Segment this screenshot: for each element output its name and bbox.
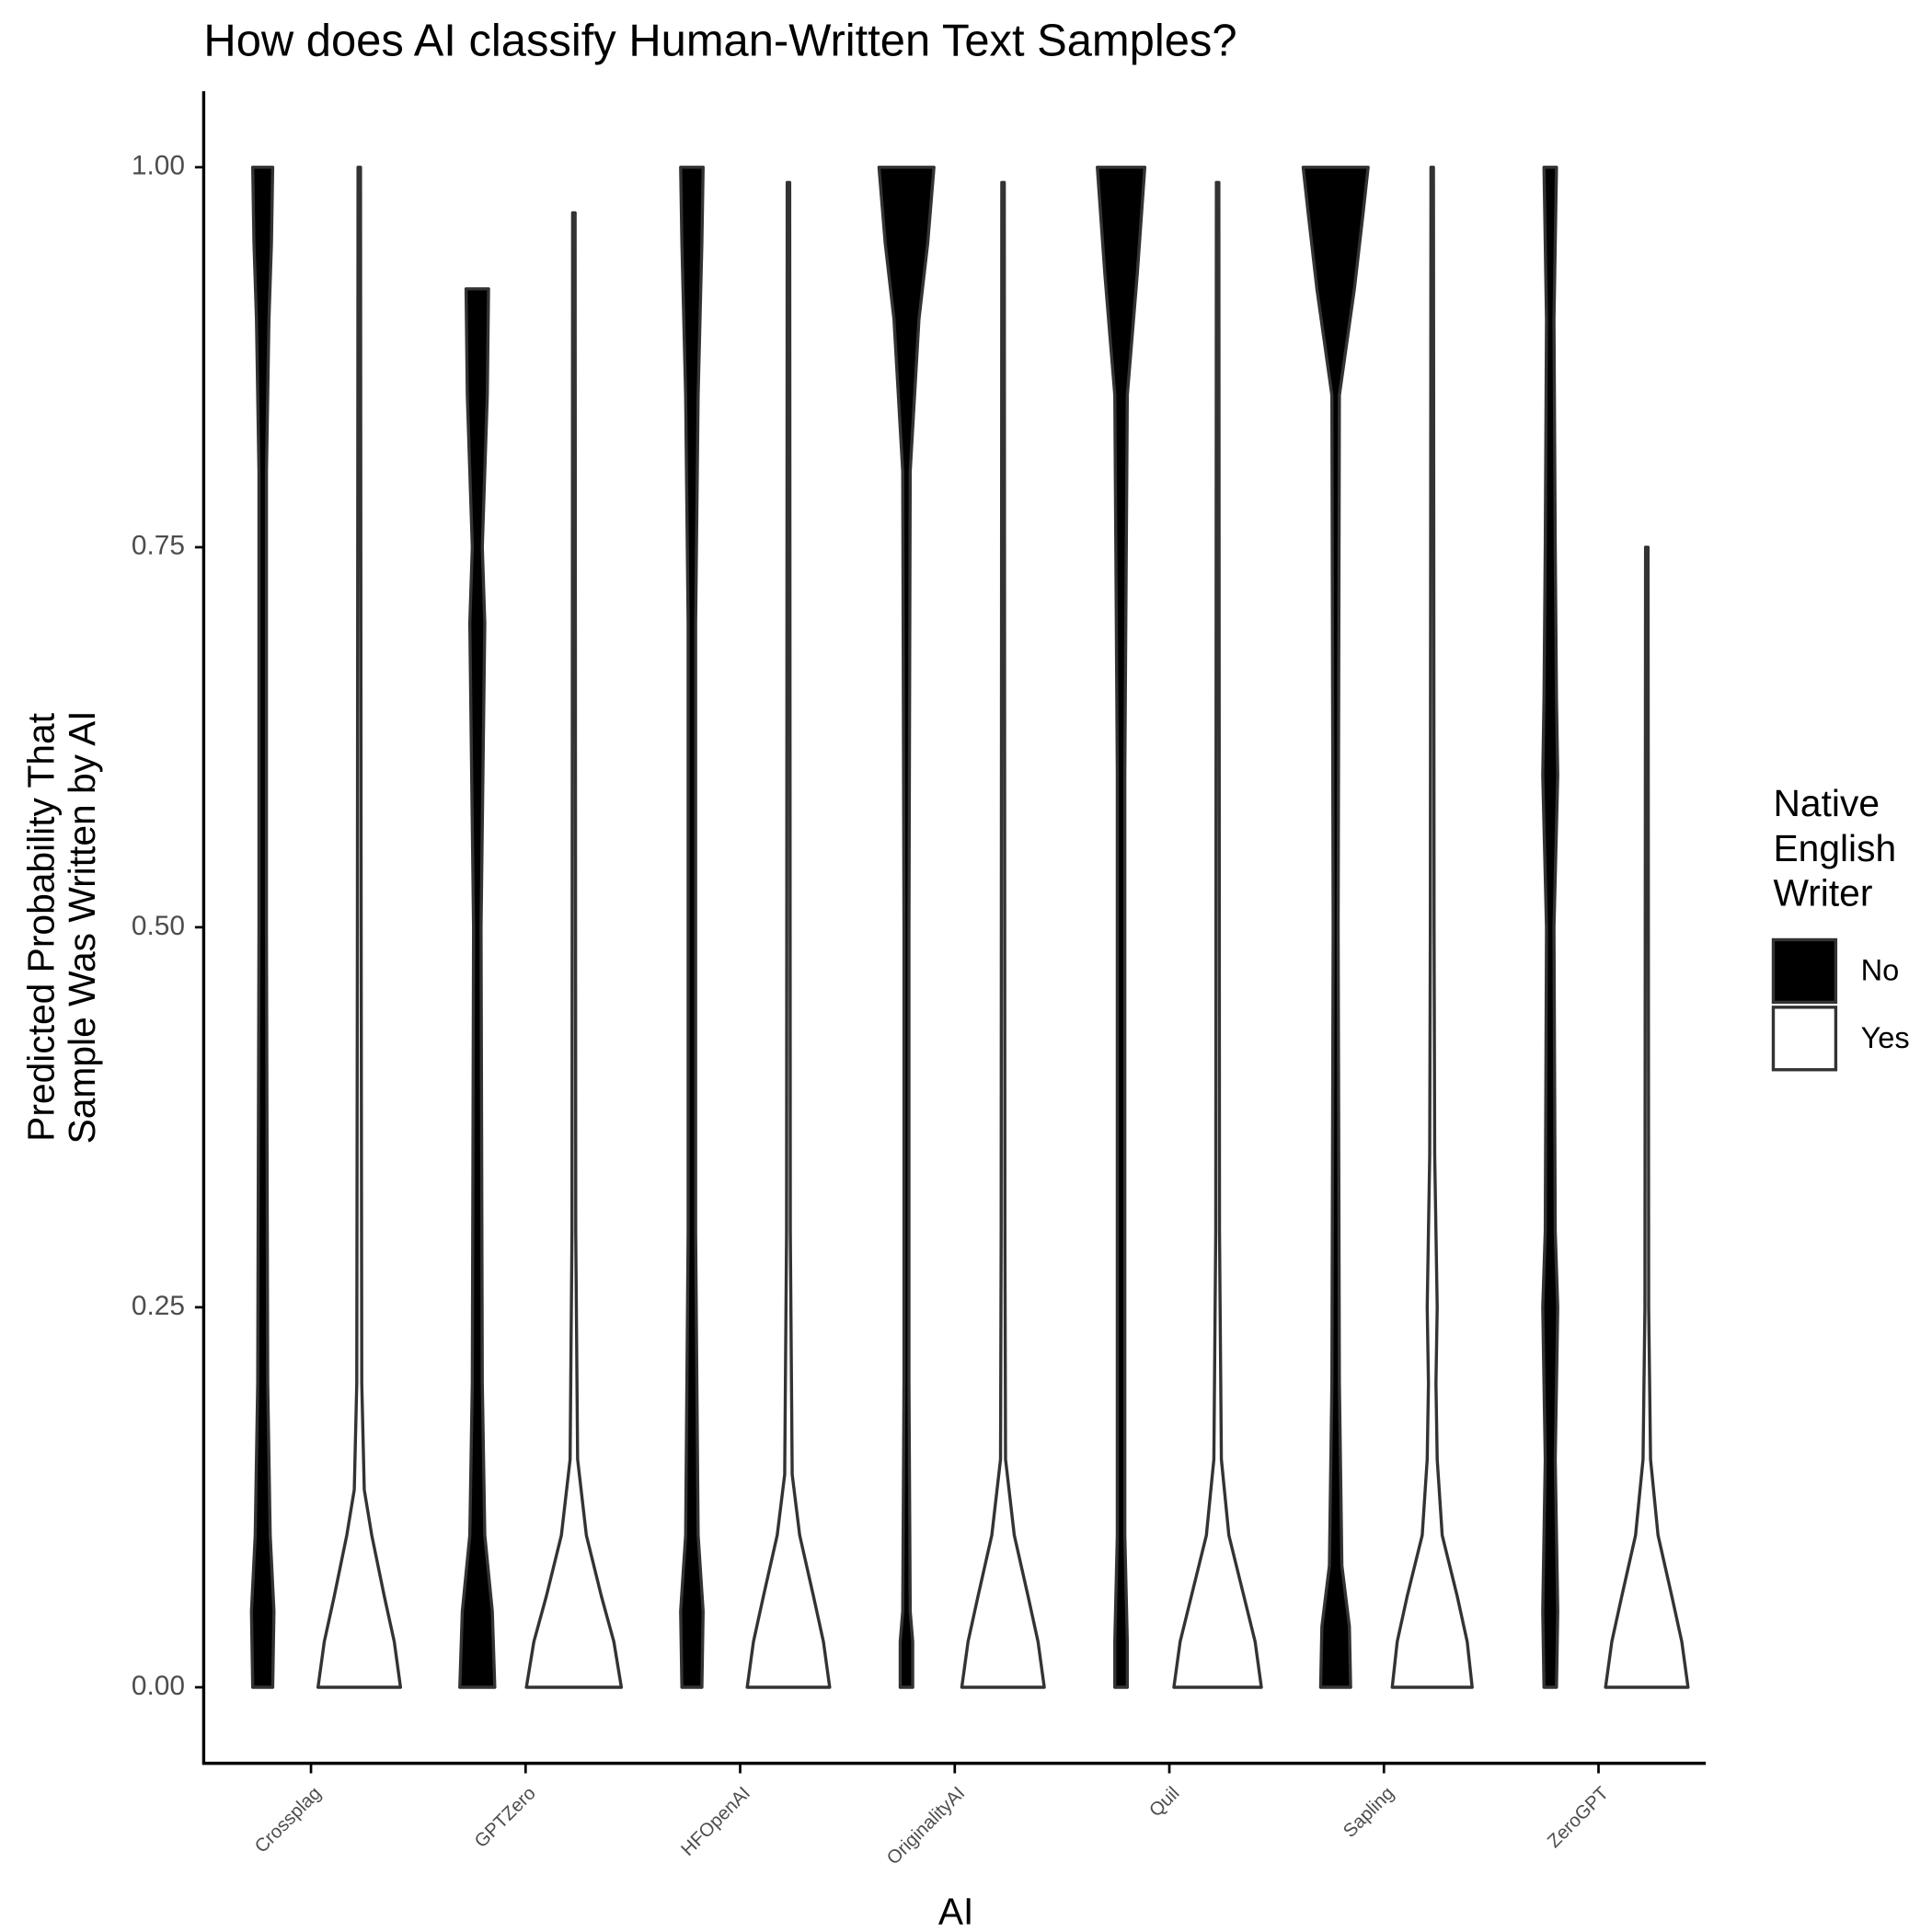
- violin: [1096, 166, 1147, 1689]
- y-tick-label: 0.25: [132, 1291, 185, 1321]
- violin: [1301, 166, 1370, 1689]
- violin: [1172, 180, 1263, 1689]
- legend-title: English: [1773, 827, 1896, 869]
- violin: [877, 166, 936, 1689]
- violin: [960, 180, 1046, 1689]
- violin: [249, 166, 276, 1689]
- chart-title: How does AI classify Human-Written Text …: [203, 16, 1236, 65]
- legend-title: Writer: [1773, 872, 1872, 914]
- violin: [1541, 166, 1559, 1689]
- legend-key: [1771, 937, 1838, 1005]
- legend-label: Yes: [1861, 1020, 1910, 1054]
- violin: [745, 180, 832, 1689]
- y-tick-label: 0.00: [132, 1671, 185, 1701]
- violin: [1390, 166, 1474, 1689]
- violin: [524, 211, 624, 1689]
- violin: [1604, 546, 1690, 1689]
- y-axis-title-line: Predicted Probability That: [19, 712, 62, 1142]
- legend-label: No: [1861, 952, 1900, 986]
- violin: [679, 166, 705, 1689]
- violin: [316, 166, 403, 1689]
- y-tick-label: 1.00: [132, 151, 185, 181]
- y-axis-title-line: Sample Was Written by AI: [61, 710, 103, 1144]
- y-tick-label: 0.50: [132, 911, 185, 941]
- y-axis-title: Predicted Probability That Sample Was Wr…: [19, 710, 103, 1144]
- legend-key: [1771, 1006, 1838, 1072]
- x-axis-title: AI: [938, 1891, 974, 1932]
- y-tick-label: 0.75: [132, 531, 185, 561]
- legend-title: Native: [1773, 782, 1880, 824]
- violin: [458, 287, 497, 1689]
